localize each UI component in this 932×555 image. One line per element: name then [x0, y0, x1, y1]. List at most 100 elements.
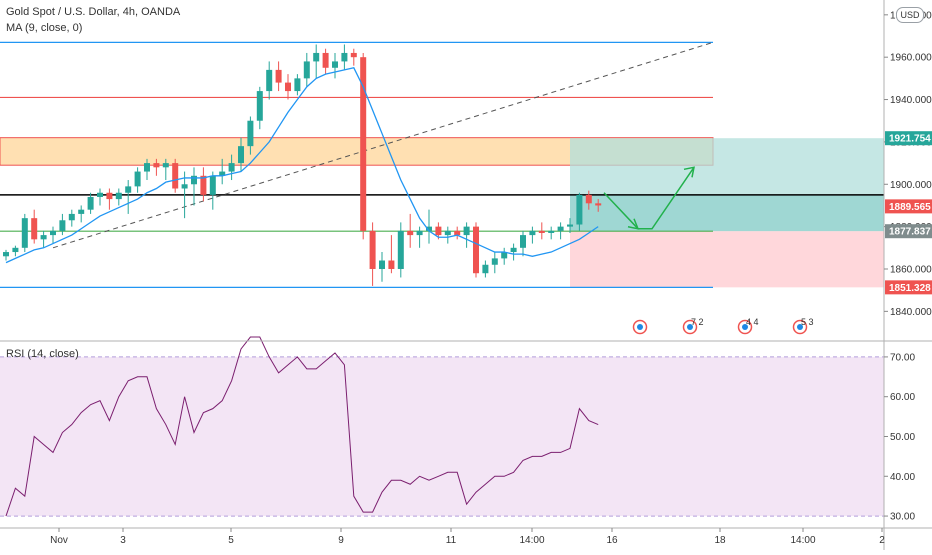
- ma-line: [5, 67, 599, 264]
- candle: [548, 226, 555, 240]
- event-badge: [632, 319, 648, 335]
- currency-badge[interactable]: USD: [896, 7, 924, 23]
- event-badge-dot: [637, 324, 643, 330]
- candle-body: [172, 163, 179, 189]
- candle-body: [510, 247, 517, 253]
- candle-body: [50, 230, 56, 236]
- time-label: 3: [120, 535, 126, 546]
- time-label: 14:00: [519, 535, 544, 546]
- candle: [31, 209, 38, 244]
- candle: [106, 188, 113, 210]
- candle-body: [538, 230, 545, 233]
- candle: [12, 245, 19, 257]
- candle: [350, 48, 357, 66]
- candle: [97, 188, 103, 206]
- rsi-legend: RSI (14, close): [6, 348, 79, 360]
- candle: [3, 249, 9, 261]
- candle: [285, 74, 291, 100]
- candle-body: [416, 230, 423, 236]
- price-marker-label: 1851.328: [889, 283, 931, 294]
- candle-body: [360, 57, 367, 231]
- candle: [407, 213, 414, 248]
- candle: [322, 48, 329, 75]
- candle: [388, 235, 395, 274]
- candle: [200, 167, 207, 202]
- candle-body: [482, 264, 489, 274]
- candle-body: [181, 184, 188, 189]
- candle: [557, 222, 564, 240]
- candle-body: [341, 52, 348, 62]
- candle-body: [444, 230, 451, 236]
- candle: [115, 188, 122, 206]
- candle-body: [162, 163, 169, 168]
- candle-body: [332, 61, 338, 68]
- candle: [529, 226, 536, 244]
- rsi-tick-label: 70.00: [890, 352, 915, 363]
- candle-body: [275, 69, 282, 83]
- candle-body: [68, 213, 75, 221]
- candle-body: [435, 226, 442, 236]
- candle: [181, 171, 188, 219]
- candle-body: [59, 220, 66, 231]
- price-tick-label: 1900.000: [890, 180, 932, 191]
- candle: [332, 52, 338, 79]
- candle-body: [350, 52, 357, 58]
- event-badge-dot: [742, 324, 748, 330]
- candle-body: [557, 226, 564, 231]
- candle: [379, 252, 385, 282]
- candle: [567, 218, 573, 233]
- candle: [247, 116, 254, 155]
- candle-body: [397, 230, 404, 269]
- candle-body: [21, 218, 28, 248]
- candle: [369, 222, 376, 286]
- candle-body: [106, 192, 113, 200]
- candle-body: [3, 252, 9, 257]
- event-badge: 5 3: [792, 317, 814, 335]
- candle-body: [426, 226, 432, 231]
- candle: [21, 213, 28, 253]
- rsi-line: [5, 336, 599, 517]
- stop-zone: [570, 231, 884, 288]
- time-label: 9: [338, 535, 344, 546]
- candle-body: [463, 226, 470, 236]
- candle: [341, 44, 348, 70]
- projection-arrow: [603, 166, 695, 230]
- price-marker: 1921.754: [885, 131, 932, 146]
- candle: [191, 167, 197, 206]
- price-marker-bg: [885, 280, 932, 295]
- candle-body: [247, 120, 254, 147]
- candle: [595, 199, 602, 212]
- candle: [416, 226, 423, 248]
- candle: [219, 158, 226, 185]
- rsi-tick-label: 50.00: [890, 432, 915, 443]
- rsi-tick-label: 40.00: [890, 472, 915, 483]
- candle-body: [585, 194, 592, 204]
- candle: [172, 158, 179, 193]
- event-badge-count: 5 3: [801, 317, 814, 327]
- candle-body: [115, 192, 122, 200]
- candle-body: [200, 175, 207, 195]
- time-label: 18: [714, 535, 726, 546]
- price-marker-label: 1877.837: [889, 227, 931, 238]
- candle: [134, 167, 141, 193]
- price-tick-label: 1940.000: [890, 95, 932, 106]
- event-badge-count: 7 2: [691, 317, 704, 327]
- candle: [78, 205, 85, 223]
- price-marker-bg: [885, 131, 932, 146]
- candle: [125, 180, 132, 214]
- candle: [463, 222, 470, 248]
- candle: [510, 243, 517, 261]
- candle-body: [12, 247, 19, 253]
- candle-body: [153, 163, 160, 168]
- candle-body: [388, 260, 395, 269]
- candle-body: [266, 69, 273, 92]
- candle: [313, 44, 320, 79]
- candle-body: [40, 235, 47, 240]
- candle: [473, 222, 479, 278]
- candle-body: [256, 91, 263, 121]
- price-marker-bg: [885, 224, 932, 239]
- candle: [520, 230, 526, 257]
- candle-body: [529, 230, 536, 236]
- candle-body: [595, 203, 602, 206]
